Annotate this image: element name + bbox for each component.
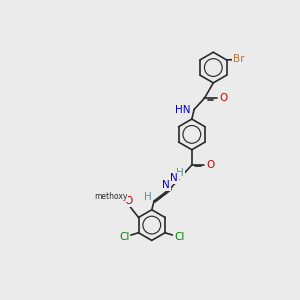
- Text: N: N: [170, 173, 178, 183]
- Text: Cl: Cl: [174, 232, 184, 242]
- Text: O: O: [219, 93, 227, 103]
- Text: O: O: [206, 160, 215, 170]
- Text: HN: HN: [175, 105, 190, 115]
- Text: H: H: [176, 168, 184, 178]
- Text: methoxy: methoxy: [94, 192, 128, 201]
- Text: Cl: Cl: [119, 232, 130, 242]
- Text: N: N: [162, 180, 170, 190]
- Text: H: H: [144, 192, 152, 203]
- Text: Br: Br: [233, 54, 245, 64]
- Text: O: O: [124, 196, 132, 206]
